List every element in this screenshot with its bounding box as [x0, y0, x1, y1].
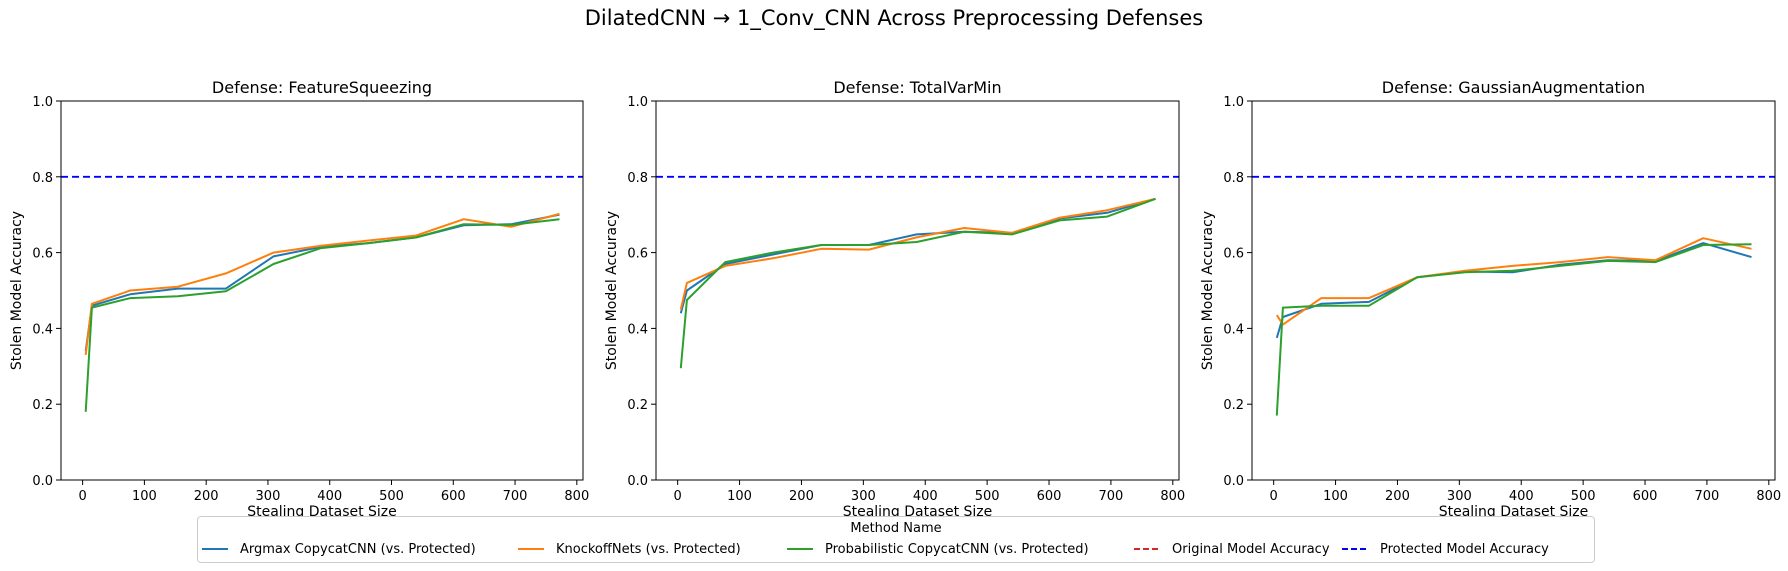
x-tick-label: 600 [441, 489, 466, 504]
legend-item-protected-model-accuracy: Protected Model Accuracy [1342, 541, 1549, 557]
y-tick-label: 0.2 [627, 398, 648, 413]
y-axis-label: Stolen Model Accuracy [1200, 211, 1216, 370]
plot-frame [655, 100, 1180, 481]
y-tick-label: 0.4 [1223, 322, 1244, 337]
panel-title: Defense: GaussianAugmentation [1382, 78, 1645, 97]
panel-3: Defense: GaussianAugmentation 0.0 0.2 0.4 0.… [1200, 78, 1781, 520]
x-tick-label: 200 [789, 489, 814, 504]
y-tick-label: 0.8 [32, 171, 53, 186]
x-tick-label: 500 [379, 489, 404, 504]
x-tick-label: 800 [1756, 489, 1781, 504]
legend-swatch [202, 548, 228, 550]
series-line-2 [84, 212, 560, 356]
legend-item-knockoffnets: KnockoffNets (vs. Protected) [518, 541, 741, 557]
y-axis-label: Stolen Model Accuracy [9, 211, 25, 370]
y-tick-label: 0.2 [32, 398, 53, 413]
y-tick-label: 0.0 [1223, 474, 1244, 489]
x-tick-label: 500 [975, 489, 1000, 504]
series-line-1 [1275, 242, 1752, 339]
y-tick-label: 0.4 [627, 322, 648, 337]
x-tick-label: 100 [727, 489, 752, 504]
x-tick-label: 700 [1099, 489, 1124, 504]
x-tick-label: 200 [194, 489, 219, 504]
legend-label: Probabilistic CopycatCNN (vs. Protected) [825, 541, 1089, 557]
panel-title: Defense: FeatureSqueezing [212, 78, 432, 97]
y-tick-label: 0.4 [32, 322, 53, 337]
legend-label: Argmax CopycatCNN (vs. Protected) [240, 541, 476, 557]
figure-title: DilatedCNN → 1_Conv_CNN Across Preproces… [585, 6, 1203, 31]
x-tick-label: 800 [1160, 489, 1185, 504]
legend-item-probabilistic-copycatcnn: Probabilistic CopycatCNN (vs. Protected) [787, 541, 1089, 557]
x-tick-label: 600 [1037, 489, 1062, 504]
legend-title: Method Name [850, 521, 942, 536]
panel-2: Defense: TotalVarMin 0.0 0.2 0.4 0.6 0.8 1.0 0 1… [604, 78, 1185, 520]
y-tick-label: 1.0 [1223, 95, 1244, 110]
legend-label: KnockoffNets (vs. Protected) [556, 541, 741, 557]
legend-swatch [1134, 548, 1160, 550]
legend-swatch [518, 548, 544, 550]
legend: Method Name Argmax CopycatCNN (vs. Prote… [197, 516, 1595, 563]
y-axis-label: Stolen Model Accuracy [604, 211, 620, 370]
y-tick-label: 0.0 [32, 474, 53, 489]
y-tick-label: 0.2 [1223, 398, 1244, 413]
x-tick-label: 800 [564, 489, 589, 504]
x-tick-label: 400 [913, 489, 938, 504]
y-tick-label: 0.6 [32, 247, 53, 262]
y-tick-label: 0.6 [1223, 247, 1244, 262]
panels-container: Defense: FeatureSqueezing 0.0 0.2 0.4 0.6 0.8… [9, 78, 1781, 520]
legend-label: Protected Model Accuracy [1380, 541, 1549, 557]
x-tick-label: 300 [256, 489, 281, 504]
x-tick-label: 100 [1323, 489, 1348, 504]
series-line-3 [84, 218, 560, 412]
y-tick-label: 1.0 [627, 95, 648, 110]
x-tick-label: 500 [1571, 489, 1596, 504]
legend-label: Original Model Accuracy [1172, 541, 1330, 557]
x-tick-label: 700 [1695, 489, 1720, 504]
series-line-3 [679, 197, 1156, 369]
plot-frame [60, 100, 584, 481]
series-line-1 [84, 213, 560, 352]
x-tick-label: 400 [1509, 489, 1534, 504]
panel-title: Defense: TotalVarMin [833, 78, 1001, 97]
y-tick-label: 1.0 [32, 95, 53, 110]
y-tick-label: 0.8 [627, 171, 648, 186]
y-tick-label: 0.8 [1223, 171, 1244, 186]
legend-swatch [787, 548, 813, 550]
x-tick-label: 100 [132, 489, 157, 504]
legend-item-original-model-accuracy: Original Model Accuracy [1134, 541, 1330, 557]
legend-item-argmax-copycatcnn: Argmax CopycatCNN (vs. Protected) [202, 541, 476, 557]
x-tick-label: 600 [1633, 489, 1658, 504]
panel-1: Defense: FeatureSqueezing 0.0 0.2 0.4 0.6 0.8… [9, 78, 589, 520]
x-tick-label: 400 [317, 489, 342, 504]
plot-frame [1251, 100, 1776, 481]
y-tick-label: 0.0 [627, 474, 648, 489]
series-line-2 [1275, 237, 1752, 326]
x-tick-label: 0 [1270, 489, 1278, 504]
series-line-3 [1275, 243, 1752, 416]
x-tick-label: 700 [503, 489, 528, 504]
y-tick-label: 0.6 [627, 247, 648, 262]
x-tick-label: 300 [1447, 489, 1472, 504]
x-tick-label: 200 [1385, 489, 1410, 504]
legend-swatch [1342, 548, 1368, 550]
x-tick-label: 0 [674, 489, 682, 504]
x-tick-label: 300 [851, 489, 876, 504]
x-tick-label: 0 [78, 489, 86, 504]
